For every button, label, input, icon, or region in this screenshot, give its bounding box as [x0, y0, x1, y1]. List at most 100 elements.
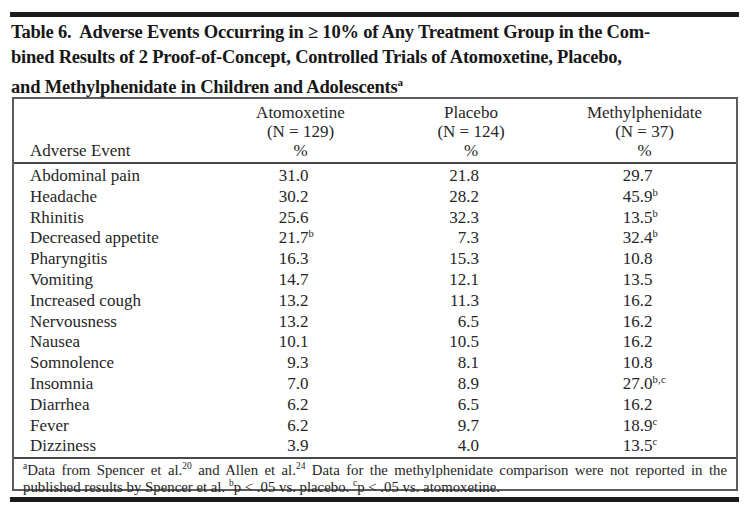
- placebo-value-cell: 9.7: [389, 416, 553, 437]
- table-row: Decreased appetite 21.7b 7.3 32.4b: [14, 228, 736, 249]
- table-header: Atomoxetine Placebo Methylphenidate (N =…: [14, 99, 736, 163]
- adverse-event-name: Somnolence: [14, 353, 212, 374]
- column-header-adverse-event: Adverse Event: [14, 141, 212, 163]
- placebo-value: 11.3: [433, 291, 479, 312]
- placebo-value: 8.1: [433, 353, 479, 374]
- placebo-value-cell: 28.2: [389, 187, 553, 208]
- placebo-value-cell: 8.9: [389, 374, 553, 395]
- column-n-atomoxetine: (N = 129): [212, 122, 389, 141]
- atomoxetine-value: 13.2: [263, 291, 309, 312]
- atomoxetine-value: 13.2: [263, 312, 309, 333]
- column-header-atomoxetine: Atomoxetine: [212, 99, 389, 122]
- adverse-event-name: Rhinitis: [14, 208, 212, 229]
- atomoxetine-value-cell: 14.7: [212, 270, 389, 291]
- placebo-value: 12.1: [433, 270, 479, 291]
- footnote-ref-20: 20: [182, 461, 192, 471]
- table-row: Pharyngitis 16.3 15.3 10.8: [14, 249, 736, 270]
- adverse-event-name: Nausea: [14, 332, 212, 353]
- placebo-value: 7.3: [433, 228, 479, 249]
- methylphenidate-value: 18.9: [607, 416, 653, 437]
- atomoxetine-value-cell: 31.0: [212, 163, 389, 187]
- header-row-units: Adverse Event % % %: [14, 141, 736, 163]
- column-n-placebo: (N = 124): [389, 122, 553, 141]
- placebo-value: 15.3: [433, 249, 479, 270]
- methylphenidate-value: 13.5: [607, 208, 653, 229]
- methylphenidate-value: 16.2: [607, 312, 653, 333]
- placebo-value: 4.0: [433, 436, 479, 457]
- atomoxetine-value-cell: 10.1: [212, 332, 389, 353]
- table-row: Vomiting 14.7 12.1 13.5: [14, 270, 736, 291]
- atomoxetine-value: 10.1: [263, 332, 309, 353]
- title-line-2: bined Results of 2 Proof-of-Concept, Con…: [11, 45, 743, 70]
- methylphenidate-value-cell: 18.9c: [553, 416, 736, 437]
- methylphenidate-value-cell: 10.8: [553, 353, 736, 374]
- placebo-value: 21.8: [433, 166, 479, 187]
- table-row: Nausea 10.1 10.5 16.2: [14, 332, 736, 353]
- placebo-value: 6.5: [433, 312, 479, 333]
- methylphenidate-value-cell: 45.9b: [553, 187, 736, 208]
- placebo-value-cell: 8.1: [389, 353, 553, 374]
- placebo-value-cell: 4.0: [389, 436, 553, 457]
- atomoxetine-value: 6.2: [263, 395, 309, 416]
- placebo-value: 6.5: [433, 395, 479, 416]
- adverse-event-name: Nervousness: [14, 312, 212, 333]
- title-line-1: Table 6. Adverse Events Occurring in ≥ 1…: [11, 20, 743, 45]
- footnote-text-4: p < .05 vs. placebo.: [234, 479, 353, 495]
- header-row-group-names: Atomoxetine Placebo Methylphenidate: [14, 99, 736, 122]
- adverse-event-name: Decreased appetite: [14, 228, 212, 249]
- table-row: Fever 6.2 9.7 18.9c: [14, 416, 736, 437]
- column-header-placebo: Placebo: [389, 99, 553, 122]
- atomoxetine-value: 3.9: [263, 436, 309, 457]
- methylphenidate-value-cell: 29.7: [553, 163, 736, 187]
- title-line-3: and Methylphenidate in Children and Adol…: [11, 70, 743, 100]
- methylphenidate-value-cell: 13.5: [553, 270, 736, 291]
- adverse-event-name: Diarrhea: [14, 395, 212, 416]
- title-line-3-text: and Methylphenidate in Children and Adol…: [11, 77, 398, 97]
- atomoxetine-value: 6.2: [263, 416, 309, 437]
- atomoxetine-value: 21.7: [263, 228, 309, 249]
- atomoxetine-value: 9.3: [263, 353, 309, 374]
- column-unit-placebo: %: [389, 141, 553, 163]
- placebo-value-cell: 32.3: [389, 208, 553, 229]
- placebo-value-cell: 21.8: [389, 163, 553, 187]
- header-row-sample-sizes: (N = 129) (N = 124) (N = 37): [14, 122, 736, 141]
- placebo-value: 32.3: [433, 208, 479, 229]
- table-row: Increased cough 13.2 11.3 16.2: [14, 291, 736, 312]
- methylphenidate-value: 27.0: [607, 374, 653, 395]
- column-header-methylphenidate: Methylphenidate: [553, 99, 736, 122]
- placebo-value-cell: 6.5: [389, 312, 553, 333]
- placebo-value: 28.2: [433, 187, 479, 208]
- methylphenidate-value-cell: 13.5b: [553, 208, 736, 229]
- header-spacer: [14, 99, 212, 122]
- atomoxetine-value-cell: 13.2: [212, 312, 389, 333]
- methylphenidate-value: 10.8: [607, 249, 653, 270]
- table-footnote: aData from Spencer et al.20 and Allen et…: [14, 457, 736, 495]
- atomoxetine-value-cell: 6.2: [212, 395, 389, 416]
- methylphenidate-value-cell: 16.2: [553, 332, 736, 353]
- placebo-value-cell: 6.5: [389, 395, 553, 416]
- placebo-value-cell: 11.3: [389, 291, 553, 312]
- atomoxetine-value: 14.7: [263, 270, 309, 291]
- table-row: Dizziness 3.9 4.0 13.5c: [14, 436, 736, 457]
- top-thick-rule: [10, 12, 739, 17]
- methylphenidate-value-cell: 10.8: [553, 249, 736, 270]
- methylphenidate-value: 45.9: [607, 187, 653, 208]
- adverse-event-name: Abdominal pain: [14, 163, 212, 187]
- placebo-value-cell: 15.3: [389, 249, 553, 270]
- table-row: Nervousness 13.2 6.5 16.2: [14, 312, 736, 333]
- methylphenidate-value: 13.5: [607, 436, 653, 457]
- atomoxetine-value-cell: 9.3: [212, 353, 389, 374]
- column-unit-methylphenidate: %: [553, 141, 736, 163]
- adverse-event-name: Increased cough: [14, 291, 212, 312]
- atomoxetine-value-cell: 13.2: [212, 291, 389, 312]
- adverse-event-name: Headache: [14, 187, 212, 208]
- title-superscript: a: [398, 76, 404, 88]
- footnote-text-1: Data from Spencer et al.: [27, 462, 182, 478]
- table-container: Atomoxetine Placebo Methylphenidate (N =…: [12, 97, 738, 491]
- table-row: Insomnia 7.0 8.9 27.0b,c: [14, 374, 736, 395]
- table-body: Abdominal pain 31.0 21.8 29.7 Headache 3…: [14, 163, 736, 457]
- adverse-event-name: Insomnia: [14, 374, 212, 395]
- atomoxetine-value: 16.3: [263, 249, 309, 270]
- header-spacer: [14, 122, 212, 141]
- methylphenidate-value: 29.7: [607, 166, 653, 187]
